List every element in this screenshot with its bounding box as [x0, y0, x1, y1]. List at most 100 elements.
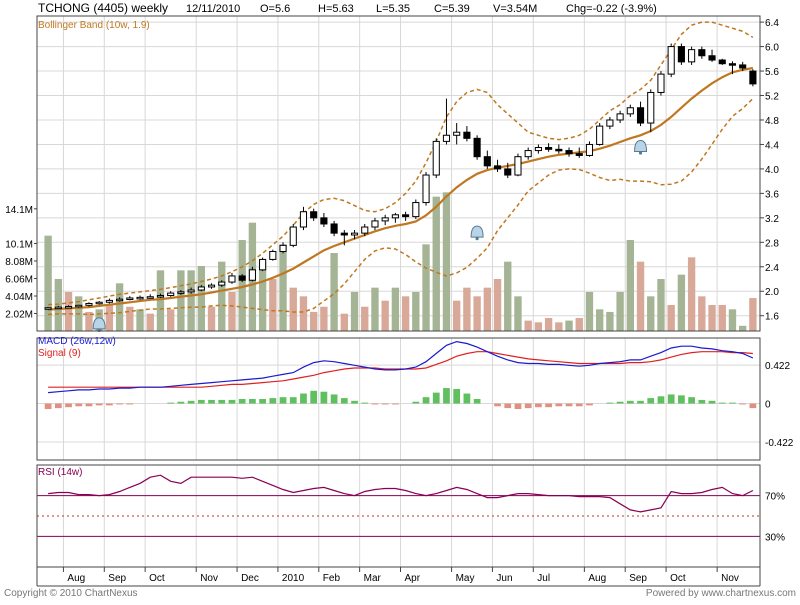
candlestick [453, 123, 461, 145]
volume-bar [606, 311, 614, 331]
volume-bar [218, 261, 226, 331]
macd-histogram-bar [667, 394, 675, 404]
candle-up-body [381, 217, 389, 222]
volume-bar [269, 279, 277, 331]
candle-up-body [64, 306, 73, 309]
candlestick [105, 298, 113, 304]
volume-bar [371, 287, 379, 331]
volume-bar [616, 292, 624, 331]
candle-up-body [514, 156, 522, 176]
macd-histogram-bar [494, 403, 501, 407]
candlestick [187, 287, 195, 294]
price-tick-label: 1.6 [765, 312, 779, 323]
macd-histogram-bar [320, 391, 328, 404]
candlestick [238, 274, 246, 283]
volume-bar [596, 309, 604, 331]
candlestick [412, 199, 420, 220]
macd-histogram-bar [698, 399, 706, 404]
price-tick-label: 2.4 [765, 263, 779, 274]
candle-down-body [320, 217, 328, 225]
candlestick [565, 147, 573, 157]
macd-histogram-bar [269, 398, 277, 404]
candle-up-body [524, 150, 532, 158]
candle-up-body [585, 143, 594, 156]
rsi-legend: RSI (14w) [38, 467, 82, 478]
x-tick-label: Mar [364, 573, 382, 584]
candle-down-body [238, 275, 246, 281]
alert-bell-icon[interactable] [470, 225, 484, 241]
candlestick [708, 49, 716, 62]
macd-histogram-bar [65, 403, 72, 408]
volume-bar [238, 240, 246, 331]
price-panel [36, 15, 761, 332]
candle-down-body [708, 55, 716, 61]
x-tick-label: Aug [588, 573, 606, 584]
candle-up-body [361, 226, 369, 234]
price-tick-label: 3.6 [765, 189, 779, 200]
macd-histogram-bar [504, 403, 512, 409]
candle-up-body [105, 299, 113, 303]
powered-by-link[interactable]: Powered by www.chartnexus.com [646, 588, 796, 599]
candlestick [442, 98, 451, 145]
candlestick [463, 126, 471, 142]
macd-histogram-bar [197, 399, 205, 404]
x-tick-label: Nov [721, 573, 739, 584]
candle-up-body [442, 134, 451, 142]
candlestick [575, 147, 583, 158]
volume-bar [340, 313, 348, 331]
candle-down-body [677, 46, 685, 63]
candle-down-body [310, 211, 318, 219]
candlestick [657, 71, 665, 96]
x-tick-label: Oct [670, 573, 686, 584]
candlestick [340, 230, 348, 246]
macd-tick-label: 0.422 [765, 361, 790, 372]
volume-bar [85, 311, 93, 331]
volume-bar [105, 305, 114, 331]
candle-up-body [269, 250, 277, 260]
bell-clapper [97, 328, 101, 332]
alert-bell-icon[interactable] [634, 140, 648, 155]
macd-histogram-bar [249, 399, 256, 404]
candlestick [64, 305, 73, 309]
macd-histogram-bar [381, 403, 389, 405]
x-tick-label: Nov [200, 573, 218, 584]
volume-bar [749, 298, 757, 331]
symbol-label: TCHONG (4405) weekly [38, 1, 168, 15]
volume-bar [197, 266, 205, 331]
candlestick [279, 242, 287, 254]
macd-histogram-bar [678, 395, 685, 404]
candlestick [269, 249, 277, 261]
copyright-text: Copyright © 2010 ChartNexus [4, 588, 138, 599]
volume-tick-label: 8.08M [5, 257, 33, 268]
candlestick [310, 208, 318, 221]
candlestick [524, 147, 532, 160]
volume-bar [279, 244, 287, 331]
macd-histogram-bar [637, 400, 644, 404]
candlestick [218, 280, 226, 287]
bell-body [92, 317, 106, 330]
candle-down-body [330, 223, 338, 234]
candlestick [320, 212, 328, 228]
volume-bar [330, 253, 338, 331]
candlestick [136, 295, 144, 300]
candle-up-body [350, 232, 359, 236]
price-tick-label: 4.0 [765, 165, 779, 176]
macd-histogram-bar [208, 399, 215, 404]
candle-up-body [299, 211, 308, 228]
volume-bar [401, 296, 410, 331]
candlestick [54, 305, 62, 310]
volume-bar [575, 318, 583, 331]
volume-tick-label: 4.04M [5, 292, 33, 303]
macd-histogram-bar [279, 397, 287, 404]
macd-histogram-bar [739, 403, 747, 405]
macd-histogram-bar [616, 401, 624, 404]
candlestick [299, 206, 308, 231]
candlestick [749, 69, 757, 87]
volume-bar [442, 192, 451, 331]
volume-bar [555, 322, 563, 331]
candlestick [116, 297, 124, 302]
close-value: C=5.39 [434, 3, 470, 15]
macd-histogram-bar [289, 397, 297, 404]
candlestick [95, 301, 103, 305]
